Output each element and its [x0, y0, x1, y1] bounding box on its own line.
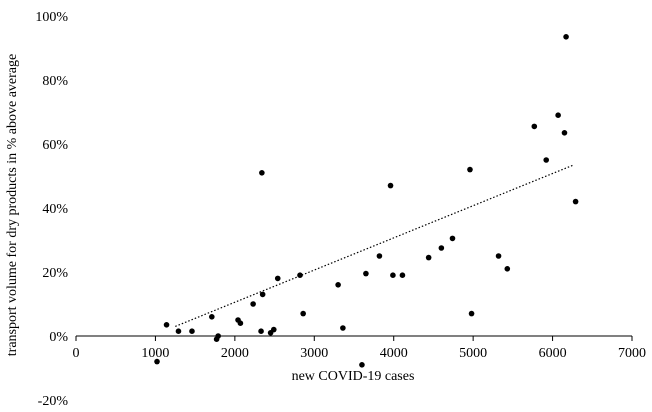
x-tick-label: 4000	[380, 346, 408, 361]
data-point	[175, 328, 182, 335]
data-point	[495, 253, 502, 259]
data-point	[259, 170, 265, 176]
data-point	[387, 182, 394, 189]
data-point	[274, 275, 281, 282]
data-point	[270, 326, 277, 333]
data-point	[504, 266, 511, 272]
data-point	[468, 310, 475, 317]
data-point	[300, 310, 306, 317]
data-point	[259, 291, 266, 298]
x-tick-label: 1000	[141, 346, 169, 361]
data-point	[390, 272, 396, 279]
y-axis-label: transport volume for dry products in % a…	[5, 54, 20, 356]
y-tick-label: 40%	[42, 202, 68, 217]
data-point	[363, 270, 369, 277]
x-axis: 0 1000 2000 3000 4000 5000 6000 7000	[73, 335, 646, 361]
x-tick-label: 2000	[221, 346, 249, 361]
data-point	[359, 362, 365, 368]
data-points	[154, 34, 579, 368]
x-tick-label: 6000	[539, 346, 567, 361]
data-point	[209, 314, 215, 320]
data-point	[376, 253, 383, 259]
data-point	[531, 123, 538, 130]
y-axis-ticks: -20% 0% 20% 40% 60% 80% 100%	[35, 10, 68, 409]
data-point	[154, 358, 160, 365]
x-tick-label: 5000	[459, 346, 487, 361]
data-point	[449, 235, 456, 242]
trendline	[175, 164, 575, 327]
y-tick-label: 60%	[42, 138, 68, 153]
data-point	[237, 320, 244, 327]
data-point	[543, 157, 550, 163]
y-tick-label: -20%	[38, 394, 69, 409]
x-tick-label: 7000	[618, 346, 646, 361]
data-point	[561, 130, 568, 136]
y-tick-label: 80%	[42, 74, 68, 89]
x-tick-label: 3000	[300, 346, 328, 361]
data-point	[335, 282, 341, 288]
x-tick-label: 0	[73, 346, 80, 361]
data-point	[215, 333, 221, 339]
data-point	[163, 322, 170, 328]
y-tick-label: 20%	[42, 266, 68, 281]
data-point	[425, 254, 432, 261]
linear-trendline	[175, 164, 575, 327]
y-tick-label: 100%	[35, 10, 68, 25]
data-point	[555, 112, 561, 118]
data-point	[563, 34, 569, 40]
data-point	[297, 272, 303, 279]
data-point	[250, 301, 256, 307]
x-axis-label: new COVID-19 cases	[292, 369, 415, 384]
data-point	[438, 245, 445, 251]
data-point	[340, 325, 346, 331]
data-point	[399, 272, 406, 279]
data-point	[189, 328, 195, 335]
data-point	[572, 198, 579, 205]
data-point	[467, 166, 473, 173]
data-point	[258, 328, 264, 335]
y-tick-label: 0%	[49, 330, 68, 345]
